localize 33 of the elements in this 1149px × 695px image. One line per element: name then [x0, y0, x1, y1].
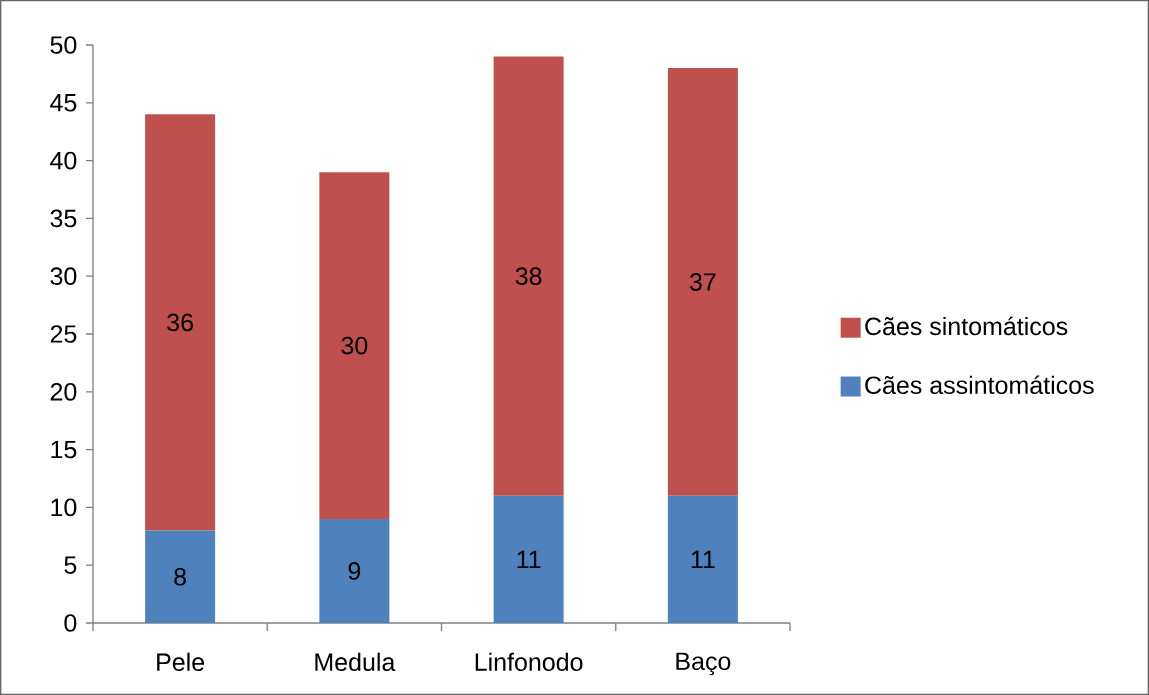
data-label: 36 — [167, 313, 193, 332]
legend-label: Cães sintomáticos — [865, 316, 1068, 336]
data-label: 9 — [348, 562, 361, 580]
y-tick-label: 25 — [50, 325, 77, 343]
y-tick-label: 20 — [50, 382, 77, 401]
x-tick-label: Baço — [676, 652, 731, 676]
legend-label: Cães assintomáticos — [865, 375, 1094, 395]
bar — [145, 530, 216, 623]
y-tick-label: 40 — [50, 151, 77, 170]
bar — [667, 495, 738, 623]
y-tick-label: 35 — [50, 209, 77, 228]
y-tick-label: 10 — [51, 498, 77, 517]
x-tick-label: Medula — [315, 652, 396, 672]
y-tick-label: 45 — [50, 94, 77, 112]
bar — [667, 68, 738, 496]
y-tick-label: 15 — [51, 440, 77, 459]
y-tick-label: 5 — [64, 556, 77, 574]
bar — [319, 172, 390, 519]
data-label: 37 — [689, 273, 716, 291]
data-label: 8 — [174, 567, 186, 586]
bar — [319, 518, 390, 623]
data-label: 11 — [691, 550, 715, 569]
y-tick-label: 50 — [50, 36, 77, 54]
data-label: 11 — [517, 550, 541, 569]
x-tick-label: Linfonodo — [475, 652, 583, 672]
x-tick-label: Pele — [157, 652, 205, 672]
bar — [145, 114, 216, 531]
y-tick-label: 0 — [64, 614, 77, 632]
bar — [493, 56, 564, 496]
data-label: 30 — [341, 336, 368, 355]
bar — [493, 495, 564, 623]
data-label: 38 — [515, 267, 542, 286]
y-tick-label: 30 — [50, 267, 77, 286]
